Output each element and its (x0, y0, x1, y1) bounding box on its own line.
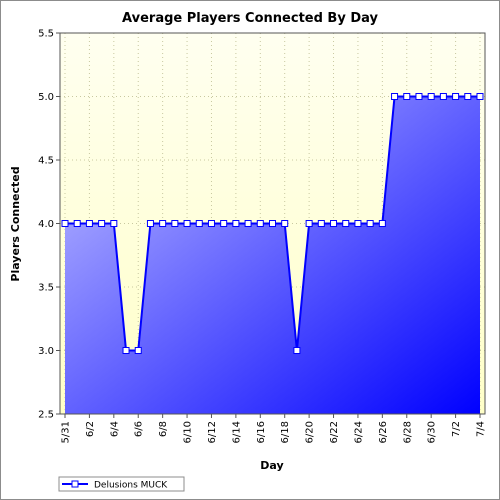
data-point-6-26 (378, 220, 386, 227)
data-point-6-13 (220, 220, 228, 227)
x-tick-label: 7/2 (451, 421, 462, 437)
x-tick-label: 6/20 (305, 421, 316, 443)
data-point-6-20 (305, 220, 313, 227)
data-point-6-12 (207, 220, 215, 227)
y-tick-label: 4.5 (38, 156, 54, 167)
data-point-6-28 (403, 93, 411, 100)
data-point-6-11 (195, 220, 203, 227)
legend-box (58, 476, 185, 492)
x-tick-label: 6/2 (85, 421, 96, 437)
y-tick-label: 2.5 (38, 410, 54, 421)
x-axis-label: Day (260, 459, 283, 472)
data-point-6-1 (73, 220, 81, 227)
chart-title: Average Players Connected By Day (122, 11, 378, 26)
data-point-6-14 (232, 220, 240, 227)
x-tick-label: 6/16 (256, 421, 267, 443)
x-tick-label: 6/24 (353, 421, 364, 443)
data-point-6-25 (366, 220, 374, 227)
data-point-6-18 (281, 220, 289, 227)
x-tick-label: 5/31 (61, 421, 72, 443)
data-point-7-2 (452, 93, 460, 100)
data-point-6-3 (98, 220, 106, 227)
y-tick-label: 5.5 (38, 29, 54, 40)
x-tick-label: 6/6 (134, 421, 145, 437)
legend: Delusions MUCK (58, 476, 185, 492)
data-point-6-24 (354, 220, 362, 227)
data-point-6-23 (342, 220, 350, 227)
x-tick-label: 7/4 (476, 421, 487, 437)
data-point-7-1 (439, 93, 447, 100)
data-point-6-8 (159, 220, 167, 227)
data-point-6-2 (85, 220, 93, 227)
data-point-6-15 (244, 220, 252, 227)
x-tick-label: 6/18 (280, 421, 291, 443)
legend-label: Delusions MUCK (94, 481, 168, 491)
data-point-6-19 (293, 347, 301, 354)
data-point-6-27 (391, 93, 399, 100)
data-point-7-3 (464, 93, 472, 100)
data-point-6-16 (256, 220, 264, 227)
y-axis-label: Players Connected (9, 166, 22, 281)
x-tick-label: 6/8 (158, 421, 169, 437)
x-tick-label: 6/26 (378, 421, 389, 443)
data-point-6-30 (427, 93, 435, 100)
data-point-6-17 (269, 220, 276, 227)
y-tick-label: 4.0 (38, 219, 54, 230)
x-tick-label: 6/14 (231, 421, 242, 443)
data-point-6-7 (146, 220, 154, 227)
x-tick-label: 6/22 (329, 421, 340, 443)
y-tick-label: 5.0 (38, 92, 54, 103)
data-point-6-10 (183, 220, 191, 227)
y-tick-label: 3.0 (38, 346, 54, 357)
x-tick-label: 6/10 (183, 421, 194, 443)
data-point-5-31 (61, 220, 69, 227)
x-axis-ticks: 5/31 6/2 6/4 6/6 6/8 6/10 6/12 6/14 6/16 6/18 6/20… (61, 414, 487, 443)
data-point-6-6 (134, 347, 142, 354)
data-point-7-4 (476, 93, 484, 100)
x-tick-label: 6/4 (109, 421, 120, 437)
data-point-6-9 (171, 220, 179, 227)
x-tick-label: 6/30 (427, 421, 438, 443)
data-point-6-21 (317, 220, 325, 227)
legend-marker-swatch (71, 480, 79, 488)
data-point-6-22 (330, 220, 338, 227)
series-markers (61, 93, 484, 354)
y-axis-ticks: 2.5 3.0 3.5 4.0 4.5 5.0 5.5 (38, 29, 60, 421)
x-tick-label: 6/12 (207, 421, 218, 443)
data-point-6-5 (122, 347, 130, 354)
data-point-6-4 (110, 220, 118, 227)
x-tick-label: 6/28 (402, 421, 413, 443)
data-point-6-29 (415, 93, 423, 100)
y-tick-label: 3.5 (38, 283, 54, 294)
series-area-fill (65, 96, 480, 414)
